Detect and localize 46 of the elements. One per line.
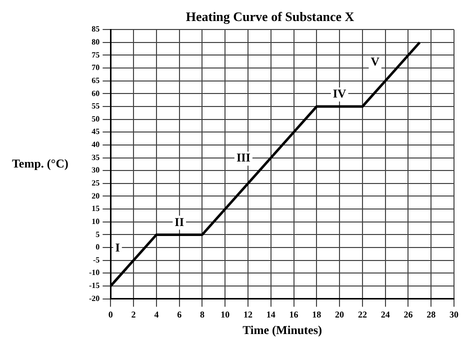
x-tick-label: 22 (358, 310, 368, 320)
annotation: IV (332, 86, 347, 101)
y-tick-label: 10 (92, 216, 100, 226)
y-tick-label: 80 (92, 37, 100, 46)
annotation: II (174, 214, 184, 229)
y-tick-label: 5 (96, 230, 100, 239)
x-tick-label: 30 (450, 310, 459, 320)
y-tick-label: 75 (92, 50, 100, 60)
y-tick-label: 50 (92, 114, 100, 124)
x-tick-label: 16 (289, 310, 299, 320)
annotation: V (370, 54, 380, 69)
x-tick-label: 18 (312, 310, 322, 320)
annotation: I (115, 240, 120, 254)
x-tick-label: 10 (220, 310, 230, 320)
y-tick-label: 65 (92, 76, 100, 85)
y-tick-label: 30 (92, 166, 100, 175)
x-axis-title: Time (Minutes) (242, 322, 322, 337)
x-tick-label: 24 (380, 310, 390, 320)
x-tick-label: 4 (154, 310, 160, 320)
y-tick-label: 35 (92, 152, 100, 162)
x-tick-label: 14 (266, 310, 276, 320)
y-tick-label: -5 (92, 255, 100, 264)
x-tick-label: 8 (200, 310, 205, 320)
x-tick-label: 20 (335, 310, 345, 320)
x-tick-label: 2 (131, 310, 136, 320)
x-tick-label: 28 (426, 310, 436, 320)
y-tick-label: -20 (88, 294, 100, 303)
y-tick-label: 45 (92, 127, 100, 136)
y-tick-label: 70 (92, 63, 100, 72)
y-tick-label: 25 (92, 178, 100, 188)
y-tick-label: 60 (92, 88, 100, 98)
y-axis-title: Temp. (°C) (12, 156, 68, 170)
y-tick-label: 85 (92, 24, 100, 34)
y-tick-label: 55 (92, 102, 100, 111)
y-tick-label: 0 (96, 242, 100, 252)
y-tick-label: -15 (88, 281, 100, 290)
annotation: III (236, 150, 251, 165)
y-tick-label: 40 (92, 140, 100, 150)
x-tick-label: 12 (244, 310, 253, 320)
x-tick-label: 0 (108, 310, 114, 320)
chart-title: Heating Curve of Substance X (186, 9, 355, 24)
y-tick-label: 15 (92, 204, 100, 214)
y-tick-label: -10 (88, 268, 100, 278)
y-tick-label: 20 (92, 191, 100, 200)
x-tick-label: 26 (404, 310, 414, 320)
x-tick-label: 6 (177, 310, 182, 320)
